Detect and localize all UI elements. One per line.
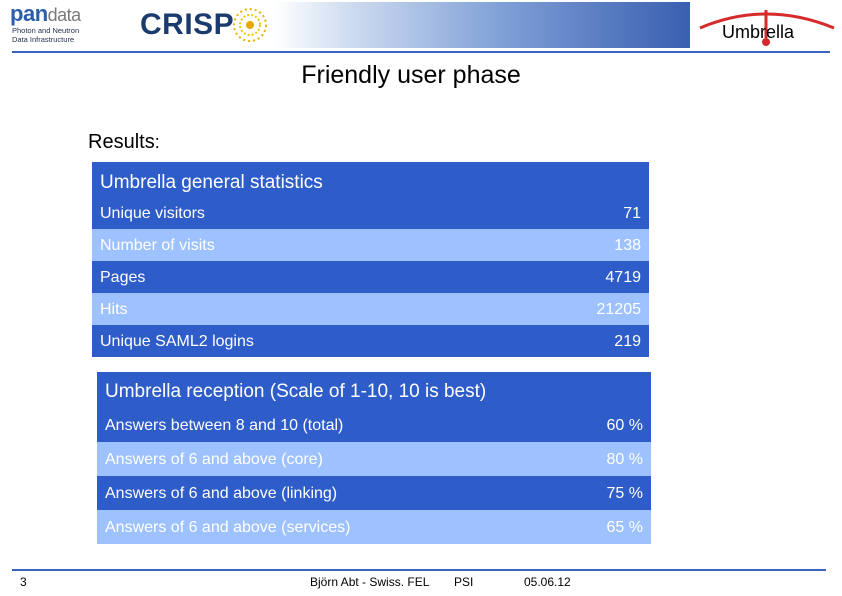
umbrella-logo: Umbrella	[690, 2, 842, 48]
row-value: 65 %	[606, 519, 643, 536]
row-label: Unique SAML2 logins	[100, 333, 254, 350]
row-label: Pages	[100, 269, 146, 286]
pandata-subtitle: Photon and Neutron Data Infrastructure	[12, 26, 80, 44]
row-label: Answers of 6 and above (services)	[105, 519, 351, 536]
footer-author: Björn Abt - Swiss. FEL	[310, 575, 430, 589]
header-divider	[12, 51, 830, 53]
row-value: 71	[623, 205, 641, 222]
row-label: Answers of 6 and above (linking)	[105, 485, 338, 502]
general-statistics-title: Umbrella general statistics	[92, 162, 649, 197]
table-row: Answers of 6 and above (services) 65 %	[97, 510, 651, 544]
reception-table: Umbrella reception (Scale of 1-10, 10 is…	[97, 372, 651, 544]
page-number: 3	[20, 575, 27, 589]
row-value: 75 %	[606, 485, 643, 502]
results-heading: Results:	[88, 131, 160, 153]
row-label: Unique visitors	[100, 205, 205, 222]
pandata-logo: pandata Photon and Neutron Data Infrastr…	[6, 2, 126, 46]
crisp-wordmark: CRISP	[140, 8, 235, 41]
row-label: Answers between 8 and 10 (total)	[105, 417, 344, 434]
table-row: Unique SAML2 logins 219	[92, 325, 649, 357]
table-row: Pages 4719	[92, 261, 649, 293]
footer-organization: PSI	[454, 575, 474, 589]
footer-date: 05.06.12	[524, 575, 571, 589]
row-value: 4719	[605, 269, 641, 286]
row-label: Answers of 6 and above (core)	[105, 451, 323, 468]
table-row: Hits 21205	[92, 293, 649, 325]
umbrella-arc-icon	[699, 10, 835, 46]
row-value: 219	[614, 333, 641, 350]
table-row: Answers between 8 and 10 (total) 60 %	[97, 408, 651, 442]
table-row: Answers of 6 and above (core) 80 %	[97, 442, 651, 476]
reception-title: Umbrella reception (Scale of 1-10, 10 is…	[97, 372, 651, 408]
row-value: 80 %	[606, 451, 643, 468]
footer-divider	[12, 569, 826, 571]
table-row: Answers of 6 and above (linking) 75 %	[97, 476, 651, 510]
table-row: Number of visits 138	[92, 229, 649, 261]
pandata-wordmark: pandata	[10, 1, 81, 26]
row-value: 60 %	[606, 417, 643, 434]
slide-title: Friendly user phase	[301, 61, 521, 89]
row-value: 138	[614, 237, 641, 254]
general-statistics-table: Umbrella general statistics Unique visit…	[92, 162, 649, 357]
umbrella-label: Umbrella	[722, 22, 795, 42]
slide-header: pandata Photon and Neutron Data Infrastr…	[0, 0, 842, 50]
row-label: Number of visits	[100, 237, 215, 254]
row-value: 21205	[596, 301, 642, 318]
crisp-swirl-icon	[233, 8, 267, 42]
table-row: Unique visitors 71	[92, 197, 649, 229]
header-gradient-band	[274, 2, 690, 48]
crisp-logo: CRISP	[140, 5, 272, 45]
row-label: Hits	[100, 301, 128, 318]
